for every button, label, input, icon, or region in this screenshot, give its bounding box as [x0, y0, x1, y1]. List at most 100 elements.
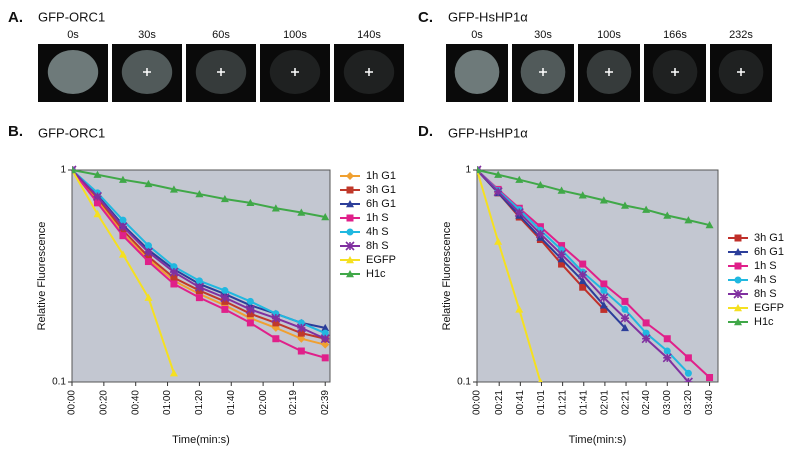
- marker: [195, 190, 204, 198]
- marker: [93, 210, 102, 218]
- bleach-mark: [737, 68, 745, 76]
- nucleus: [454, 50, 500, 94]
- marker: [118, 250, 127, 258]
- x-tick-label: 00:20: [98, 390, 109, 415]
- bleach-mark: [605, 68, 613, 76]
- marker: [346, 270, 354, 278]
- legend-label: 4h S: [754, 274, 777, 286]
- marker: [346, 256, 354, 264]
- marker: [684, 369, 692, 377]
- marker: [271, 204, 280, 212]
- marker: [118, 175, 127, 183]
- x-tick-label: 01:41: [578, 390, 589, 415]
- panel-title: GFP-HsHP1α: [448, 9, 528, 24]
- marker: [734, 304, 742, 312]
- marker: [195, 277, 203, 285]
- legend-label: 3h G1: [754, 232, 784, 244]
- series-line: [477, 169, 710, 227]
- marker: [346, 228, 354, 236]
- x-tick-label: 03:20: [683, 390, 694, 415]
- marker: [345, 241, 355, 251]
- frame-time: 30s: [534, 29, 552, 41]
- marker: [663, 347, 671, 355]
- marker: [92, 191, 103, 202]
- panel-letter: A.: [8, 9, 23, 26]
- marker: [321, 323, 330, 332]
- marker: [143, 247, 154, 257]
- y-tick-label: 1: [465, 165, 471, 176]
- panel-title: GFP-ORC1: [38, 9, 105, 24]
- x-tick-label: 03:00: [662, 390, 673, 415]
- marker: [119, 216, 127, 224]
- marker: [621, 297, 629, 305]
- panel-letter: C.: [418, 9, 433, 26]
- x-axis-label: Time(min:s): [172, 434, 230, 446]
- x-tick-label: 03:40: [704, 390, 715, 415]
- legend-label: 8h S: [754, 288, 777, 300]
- marker: [705, 221, 714, 229]
- marker: [144, 293, 153, 301]
- marker: [246, 310, 254, 318]
- marker: [557, 255, 566, 263]
- nucleus: [47, 50, 99, 94]
- bleach-mark: [539, 68, 547, 76]
- marker: [170, 274, 178, 282]
- marker: [515, 175, 524, 183]
- bleach-mark: [143, 68, 151, 76]
- x-tick-label: 01:20: [194, 390, 205, 415]
- marker: [346, 186, 354, 194]
- legend-label: 1h S: [366, 212, 389, 224]
- marker: [642, 329, 650, 337]
- marker: [600, 287, 608, 295]
- marker: [195, 294, 203, 302]
- marker: [118, 222, 128, 232]
- x-tick-label: 02:01: [600, 390, 611, 415]
- marker: [321, 213, 330, 221]
- series-line: [477, 169, 711, 379]
- x-tick-label: 02:39: [320, 390, 331, 415]
- marker: [297, 334, 306, 343]
- panel-letter: B.: [8, 123, 23, 140]
- marker: [620, 313, 630, 323]
- marker: [579, 260, 587, 268]
- marker: [642, 205, 651, 213]
- legend-label: 6h G1: [754, 246, 784, 258]
- marker: [734, 262, 742, 270]
- marker: [536, 180, 545, 189]
- marker: [663, 335, 671, 343]
- marker: [169, 369, 178, 377]
- series-layer: [72, 165, 330, 377]
- x-axis-label: Time(min:s): [569, 434, 627, 446]
- marker: [578, 191, 587, 199]
- marker: [734, 234, 742, 242]
- marker: [620, 201, 629, 209]
- legend-label: 8h S: [366, 240, 389, 252]
- marker: [663, 211, 672, 219]
- marker: [72, 166, 76, 174]
- marker: [620, 323, 629, 332]
- marker: [321, 354, 329, 362]
- marker: [246, 297, 254, 305]
- marker: [556, 249, 567, 259]
- frame-time: 140s: [357, 29, 381, 41]
- marker: [600, 305, 608, 313]
- legend-label: 4h S: [366, 226, 389, 238]
- legend-label: 3h G1: [366, 184, 396, 196]
- bleach-mark: [365, 68, 373, 76]
- marker: [321, 340, 330, 349]
- x-tick-label: 01:21: [557, 390, 568, 415]
- legend-label: H1c: [366, 268, 386, 280]
- frame-time: 232s: [729, 29, 753, 41]
- frame-time: 100s: [283, 29, 307, 41]
- y-tick-label: 1: [60, 165, 66, 176]
- bleach-mark: [291, 68, 299, 76]
- marker: [734, 318, 742, 326]
- y-tick-label: 0.1: [457, 377, 471, 388]
- marker: [296, 323, 306, 333]
- marker: [144, 179, 153, 188]
- marker: [514, 207, 524, 218]
- marker: [346, 200, 354, 208]
- marker: [169, 267, 179, 277]
- frame-time: 100s: [597, 29, 621, 41]
- marker: [599, 301, 608, 309]
